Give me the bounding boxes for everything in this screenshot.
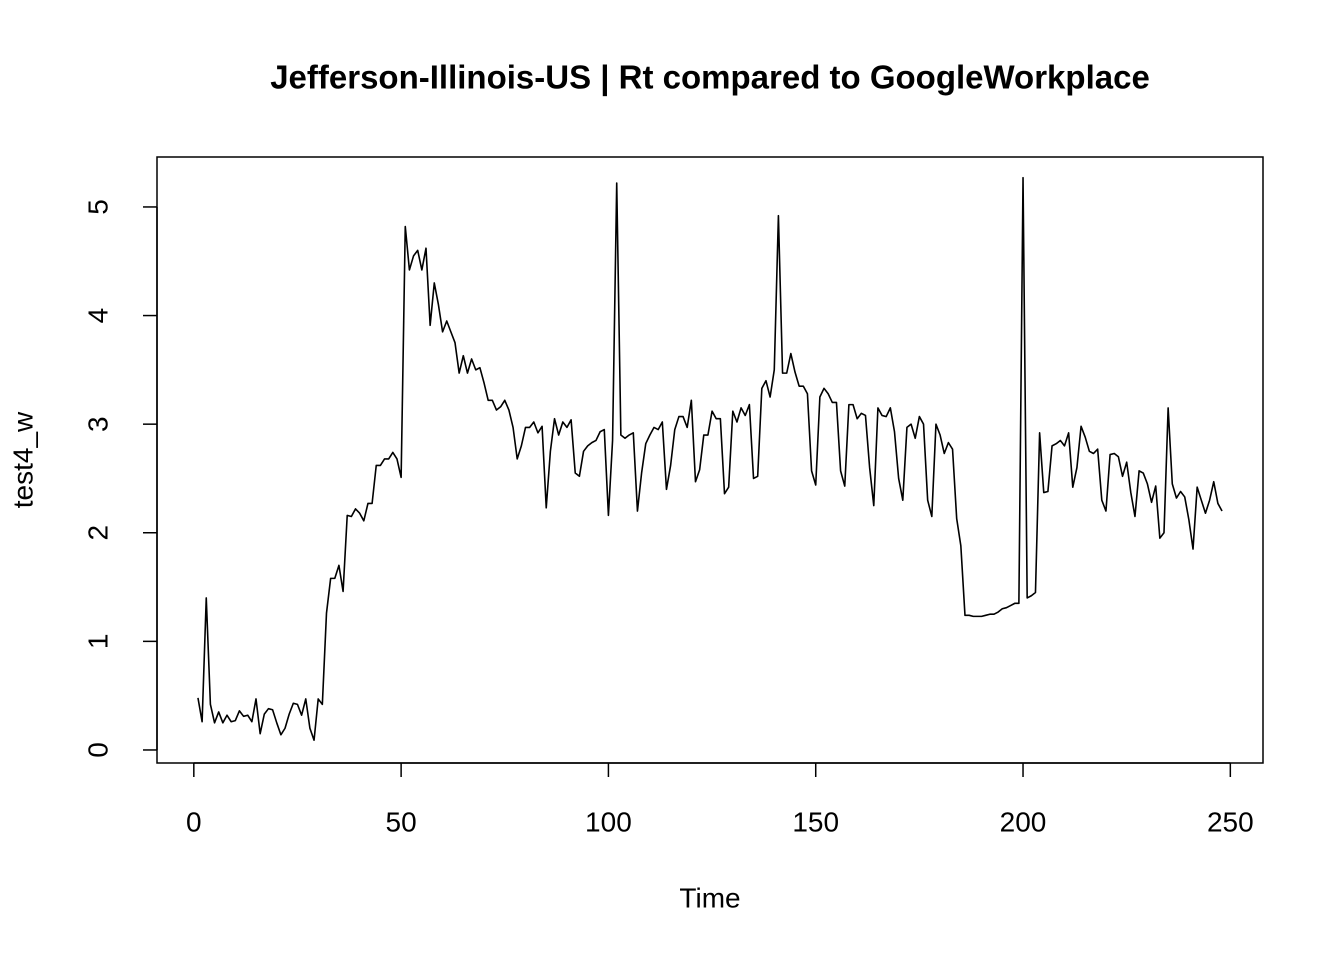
x-tick-label: 50 xyxy=(386,806,417,837)
y-tick-label: 2 xyxy=(82,525,113,541)
x-tick-label: 0 xyxy=(186,806,202,837)
chart-title: Jefferson-Illinois-US | Rt compared to G… xyxy=(270,59,1150,96)
y-tick-label: 3 xyxy=(82,416,113,432)
x-tick-label: 100 xyxy=(585,806,632,837)
y-tick-label: 0 xyxy=(82,742,113,758)
plot-box xyxy=(156,156,1264,764)
x-tick-label: 250 xyxy=(1207,806,1254,837)
y-tick-label: 4 xyxy=(82,308,113,324)
y-tick-label: 5 xyxy=(82,199,113,215)
x-tick-label: 150 xyxy=(792,806,839,837)
x-tick-label: 200 xyxy=(1000,806,1047,837)
x-axis-label: Time xyxy=(679,882,740,913)
y-tick-label: 1 xyxy=(82,634,113,650)
y-axis-label: test4_w xyxy=(7,411,38,508)
data-line xyxy=(197,176,1223,741)
